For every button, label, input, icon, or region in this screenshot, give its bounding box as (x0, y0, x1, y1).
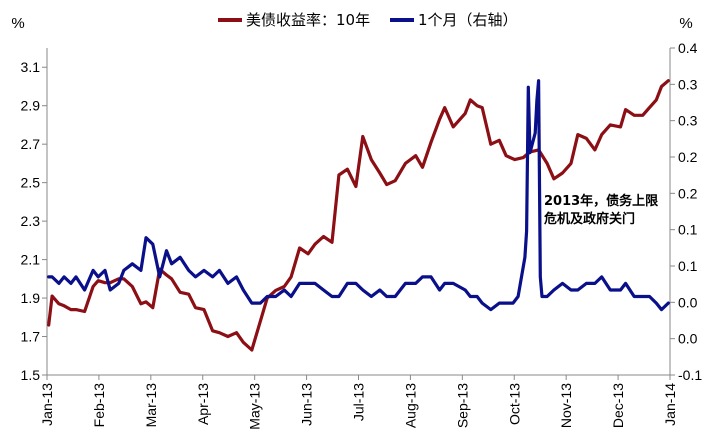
y-left-tick-label: 1.9 (21, 290, 41, 306)
y-left-tick-label: 3.1 (21, 59, 41, 75)
x-axis: Jan-13 Feb-13 Mar-13 Apr-13 May-13 Jun-13 Jul-… (39, 375, 678, 430)
x-tick-label: Jun-13 (299, 383, 315, 426)
x-tick-label: Aug-13 (402, 383, 418, 428)
x-tick-label: Feb-13 (91, 383, 107, 428)
x-tick-label: Jul-13 (351, 383, 367, 421)
x-tick-label: Oct-13 (506, 383, 522, 425)
y-right-tick-label: 0.2 (678, 185, 698, 201)
y-left-tick-label: 1.7 (21, 329, 41, 345)
x-tick-label: Jan-14 (662, 383, 678, 426)
y-axis-right: -0.1 0.0 0.0 0.1 0.1 0.2 0.2 0.3 0.3 0.4 (670, 40, 702, 383)
y-left-tick-label: 2.9 (21, 98, 41, 114)
x-tick-label: Nov-13 (558, 383, 574, 428)
y-right-tick-label: 0.0 (678, 331, 698, 347)
series-layer (47, 79, 670, 352)
y-left-tick-label: 2.1 (21, 252, 41, 268)
series-line-1m (47, 79, 670, 312)
series-line-10y (47, 79, 670, 352)
annotation-line-1: 2013年，债务上限 (544, 193, 659, 209)
x-tick-label: Sep-13 (454, 383, 470, 428)
y-right-tick-label: 0.3 (678, 76, 698, 92)
y-right-tick-label: 0.3 (678, 113, 698, 129)
legend: 美债收益率：10年 1个月（右轴） (218, 11, 518, 29)
y-right-tick-label: 0.2 (678, 149, 698, 165)
annotation-line-2: 危机及政府关门 (544, 211, 635, 227)
x-tick-label: Mar-13 (143, 383, 159, 428)
right-axis-unit: % (679, 15, 692, 32)
left-axis-unit: % (11, 15, 24, 32)
y-right-tick-label: 0.1 (678, 258, 698, 274)
y-right-tick-label: 0.4 (678, 40, 698, 56)
x-tick-label: May-13 (247, 383, 263, 430)
x-tick-label: Dec-13 (610, 383, 626, 428)
x-tick-label: Apr-13 (195, 383, 211, 425)
y-right-tick-label: -0.1 (678, 367, 702, 383)
x-tick-label: Jan-13 (39, 383, 55, 426)
y-left-tick-label: 1.5 (21, 367, 41, 383)
y-axis-left: 1.5 1.7 1.9 2.1 2.3 2.5 2.7 2.9 3.1 (21, 59, 47, 383)
y-left-tick-label: 2.3 (21, 213, 41, 229)
legend-label-10y: 美债收益率：10年 (246, 11, 370, 29)
y-right-tick-label: 0.1 (678, 222, 698, 238)
y-left-tick-label: 2.5 (21, 175, 41, 191)
legend-label-1m: 1个月（右轴） (418, 11, 518, 29)
y-left-tick-label: 2.7 (21, 136, 41, 152)
y-right-tick-label: 0.0 (678, 294, 698, 310)
